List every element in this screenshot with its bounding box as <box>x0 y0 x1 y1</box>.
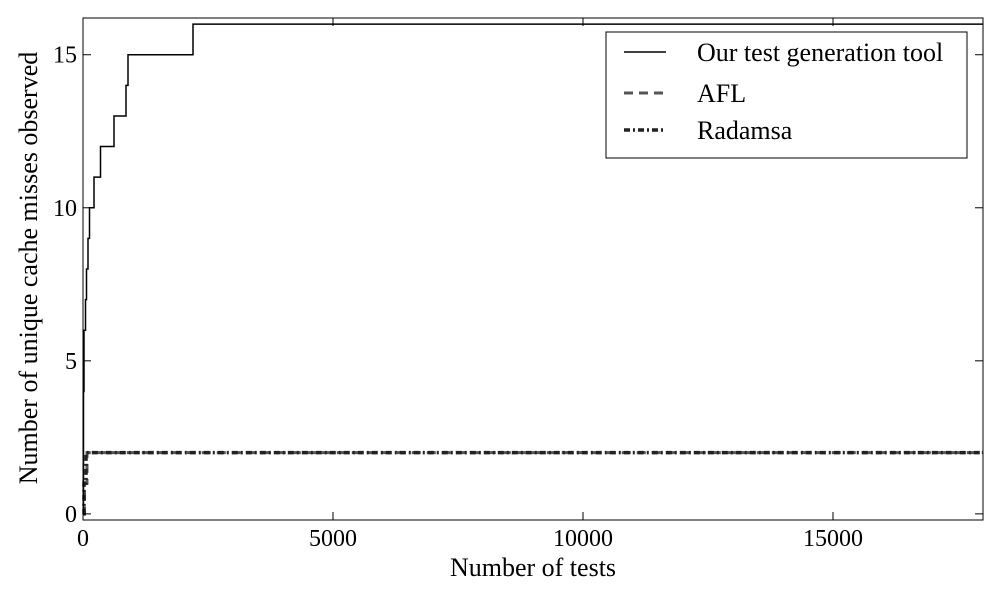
series-line-afl <box>83 451 983 516</box>
y-tick-label: 10 <box>53 196 77 222</box>
x-tick-label: 5000 <box>309 526 357 552</box>
x-axis-label: Number of tests <box>450 553 616 582</box>
y-tick-label: 5 <box>65 349 77 375</box>
ticks-layer: 0 5000 10000 15000 0 5 10 15 <box>53 18 983 552</box>
legend-label-afl: AFL <box>697 79 746 108</box>
y-tick-label: 0 <box>65 502 77 528</box>
plot-frame <box>82 17 984 521</box>
legend-box <box>605 31 968 159</box>
legend: Our test generation tool AFL Radamsa <box>605 31 968 159</box>
x-tick-label: 15000 <box>803 526 863 552</box>
series-line-radamsa <box>82 450 983 516</box>
series-line-our-test-generation-tool <box>82 23 983 515</box>
x-tick-label: 10000 <box>553 526 613 552</box>
y-tick-label: 15 <box>53 43 77 69</box>
y-axis-label: Number of unique cache misses observed <box>14 52 43 484</box>
legend-label-ours: Our test generation tool <box>697 38 943 67</box>
x-tick-label: 0 <box>77 526 89 552</box>
legend-label-radamsa: Radamsa <box>697 116 793 145</box>
